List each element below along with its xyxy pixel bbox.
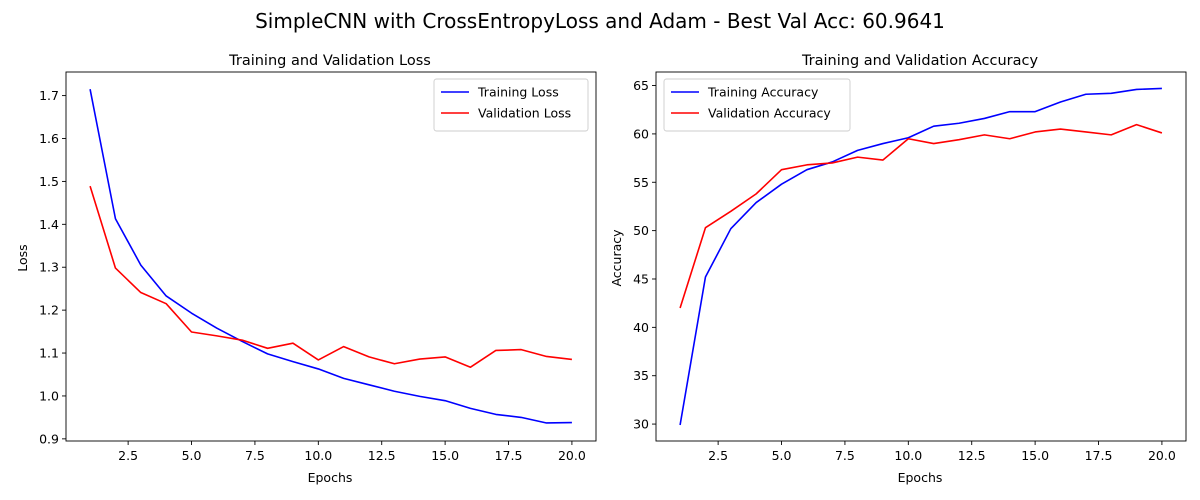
- loss-ytick-label: 1.1: [39, 346, 59, 361]
- accuracy-legend-label-training-accuracy: Training Accuracy: [707, 85, 819, 100]
- loss-ytick-label: 1.0: [39, 388, 59, 403]
- loss-chart-title: Training and Validation Loss: [228, 53, 431, 69]
- loss-ytick-label: 1.4: [39, 217, 59, 232]
- accuracy-ytick-label: 30: [633, 417, 649, 432]
- accuracy-ytick-label: 50: [633, 223, 649, 238]
- loss-xtick-label: 2.5: [118, 448, 138, 463]
- loss-chart-ylabel: Loss: [15, 244, 30, 271]
- loss-validation-loss-line: [89, 185, 573, 369]
- loss-ytick-label: 1.7: [39, 88, 59, 103]
- accuracy-ytick-label: 60: [633, 126, 649, 141]
- accuracy-xtick-label: 15.0: [1021, 448, 1049, 463]
- accuracy-ytick-label: 35: [633, 368, 649, 383]
- accuracy-xtick-label: 12.5: [958, 448, 986, 463]
- loss-xtick-label: 10.0: [304, 448, 332, 463]
- accuracy-legend-label-validation-accuracy: Validation Accuracy: [708, 106, 831, 121]
- accuracy-legend-box: [663, 78, 851, 132]
- accuracy-ytick-label: 40: [633, 320, 649, 335]
- loss-legend-label-validation-loss: Validation Loss: [478, 106, 571, 121]
- loss-ytick-label: 1.2: [39, 303, 59, 318]
- accuracy-training-accuracy-line: [679, 87, 1162, 426]
- loss-xtick-label: 17.5: [495, 448, 523, 463]
- accuracy-xtick-label: 17.5: [1085, 448, 1113, 463]
- accuracy-ytick-label: 65: [633, 78, 649, 93]
- accuracy-chart-xlabel: Epochs: [898, 470, 943, 485]
- accuracy-ytick-label: 45: [633, 271, 649, 286]
- accuracy-ytick-label: 55: [633, 175, 649, 190]
- accuracy-xtick-label: 20.0: [1148, 448, 1176, 463]
- loss-ytick-label: 0.9: [39, 431, 59, 446]
- loss-training-loss-line: [89, 89, 572, 424]
- loss-xtick-label: 5.0: [182, 448, 202, 463]
- loss-xtick-label: 15.0: [431, 448, 459, 463]
- loss-axes-frame: [65, 71, 597, 442]
- loss-ytick-label: 1.5: [39, 174, 59, 189]
- accuracy-xtick-label: 10.0: [894, 448, 922, 463]
- loss-ytick-label: 1.6: [39, 131, 59, 146]
- accuracy-chart-title: Training and Validation Accuracy: [801, 53, 1039, 69]
- accuracy-xtick-label: 5.0: [772, 448, 792, 463]
- loss-legend-box: [433, 78, 589, 132]
- figure-suptitle: SimpleCNN with CrossEntropyLoss and Adam…: [255, 9, 945, 33]
- loss-chart-xlabel: Epochs: [308, 470, 353, 485]
- accuracy-legend: Training Accuracy Validation Accuracy: [663, 78, 851, 132]
- accuracy-chart-ylabel: Accuracy: [609, 229, 624, 287]
- loss-legend-label-training-loss: Training Loss: [477, 85, 559, 100]
- loss-chart-panel: Training and Validation Loss Epochs Loss…: [15, 53, 597, 485]
- loss-xtick-label: 7.5: [245, 448, 265, 463]
- accuracy-validation-accuracy-line: [679, 123, 1163, 309]
- loss-xtick-label: 12.5: [368, 448, 396, 463]
- accuracy-xtick-label: 2.5: [708, 448, 728, 463]
- accuracy-axes-frame: [655, 71, 1187, 442]
- loss-legend: Training Loss Validation Loss: [433, 78, 589, 132]
- accuracy-xtick-label: 7.5: [835, 448, 855, 463]
- loss-xtick-label: 20.0: [558, 448, 586, 463]
- loss-ytick-label: 1.3: [39, 260, 59, 275]
- accuracy-chart-panel: Training and Validation Accuracy Epochs …: [609, 53, 1187, 485]
